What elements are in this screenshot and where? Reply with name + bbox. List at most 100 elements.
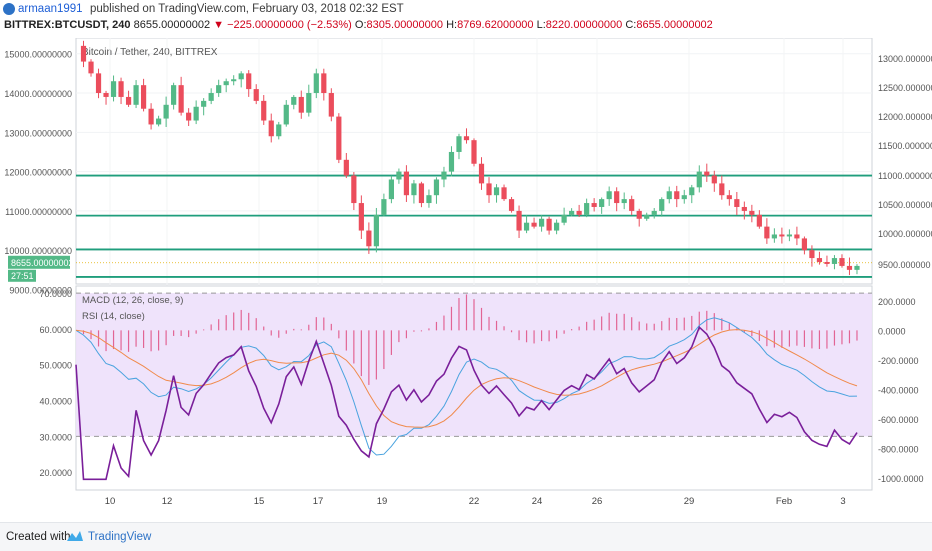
- candle-body: [824, 261, 830, 264]
- candle-body: [523, 222, 530, 231]
- countdown-box: [8, 269, 36, 282]
- down-arrow-icon: ▼: [213, 19, 225, 31]
- candle-body: [283, 104, 289, 125]
- candle-body: [756, 214, 762, 227]
- left-price-tick: 15000.00000000: [4, 50, 72, 60]
- candle-body: [411, 183, 417, 196]
- candle-body: [831, 258, 838, 264]
- macd-legend: MACD (12, 26, close, 9): [82, 295, 183, 306]
- candle-body: [584, 203, 590, 215]
- time-tick: 3: [840, 496, 845, 507]
- candle-body: [486, 183, 492, 196]
- candle-body: [786, 234, 792, 237]
- macd-tick: -1000.0000: [878, 474, 924, 484]
- tradingview-logo-icon[interactable]: [66, 529, 84, 543]
- candle-body: [156, 118, 162, 125]
- macd-tick: -400.0000: [878, 385, 919, 395]
- close-value: 8655.00000002: [636, 19, 713, 31]
- candle-body: [171, 85, 177, 105]
- candle-body: [201, 100, 207, 107]
- candle-body: [704, 171, 710, 176]
- tradingview-link[interactable]: TradingView: [88, 531, 152, 543]
- candle-body: [441, 171, 447, 180]
- time-axis: 10 12 15 17 19 22 24 26 29 Feb 3: [105, 496, 846, 507]
- candle-body: [186, 112, 192, 121]
- candle-body: [103, 93, 109, 97]
- candle-body: [433, 179, 440, 196]
- rsi-tick: 60.0000: [39, 325, 72, 335]
- open-value: 8305.00000000: [366, 19, 444, 31]
- candle-body: [614, 191, 620, 204]
- candle-body: [508, 199, 515, 211]
- candle-body: [569, 210, 575, 215]
- indicator-pane: 70.0000 60.0000 50.0000 40.0000 30.0000 20.00…: [39, 285, 924, 491]
- macd-tick: 0.0000: [878, 326, 906, 336]
- candle-body: [358, 203, 364, 231]
- right-price-tick: 11000.000000: [878, 171, 932, 181]
- published-text: published on TradingView.com, February 0…: [90, 3, 404, 15]
- candle-body: [636, 210, 642, 219]
- candle-body: [659, 199, 665, 211]
- close-label: C:: [625, 19, 637, 31]
- candle-body: [403, 171, 410, 196]
- candle-body: [208, 93, 214, 101]
- candle-body: [606, 191, 612, 200]
- candle-body: [306, 93, 312, 113]
- candle-body: [238, 73, 244, 80]
- low-label: L:: [536, 19, 546, 31]
- candle-body: [741, 206, 747, 211]
- candle-body: [291, 96, 297, 105]
- candle-body: [839, 258, 845, 266]
- candle-body: [193, 106, 199, 121]
- price-label-text: 8655.00000002: [11, 258, 74, 268]
- candle-body: [125, 96, 132, 105]
- candle-body: [261, 100, 267, 121]
- candle-body: [276, 124, 282, 137]
- candle-body: [561, 214, 567, 223]
- candle-body: [223, 81, 229, 86]
- time-tick: 10: [105, 496, 116, 507]
- candle-body: [313, 73, 319, 94]
- candle-body: [538, 218, 545, 227]
- candle-body: [554, 222, 560, 231]
- time-tick: 19: [377, 496, 388, 507]
- candle-body: [854, 265, 860, 270]
- candle-body: [343, 159, 349, 176]
- candle-body: [674, 191, 680, 200]
- footer-bar: Created with TradingView: [0, 522, 932, 551]
- candle-body: [448, 151, 455, 172]
- candle-body: [599, 199, 605, 207]
- candle-body: [463, 136, 470, 141]
- candle-body: [246, 73, 252, 90]
- time-tick: 15: [254, 496, 265, 507]
- ticker-line: BITTREX:BTCUSDT, 240 8655.00000002 ▼ −22…: [4, 19, 928, 37]
- open-label: O:: [354, 19, 367, 31]
- candle-body: [163, 104, 169, 119]
- candle-body: [231, 79, 237, 82]
- time-tick: 22: [469, 496, 480, 507]
- right-price-tick: 10000.000000: [878, 229, 932, 239]
- candle-body: [576, 210, 582, 215]
- candle-body: [501, 187, 507, 200]
- candle-body: [666, 191, 672, 200]
- candle-body: [846, 265, 853, 270]
- candle-body: [809, 250, 815, 259]
- symbol-label: BITTREX:BTCUSDT, 240: [4, 19, 131, 31]
- price-label-box: [8, 255, 70, 269]
- candle-body: [801, 238, 808, 251]
- rsi-legend: RSI (14, close): [82, 311, 145, 322]
- right-price-tick: 12000.000000: [878, 112, 932, 122]
- candle-body: [178, 85, 184, 113]
- author-link[interactable]: armaan1991: [18, 3, 83, 15]
- high-value: 8769.62000000: [457, 19, 534, 31]
- candle-body: [456, 136, 462, 152]
- time-tick: Feb: [776, 496, 792, 507]
- rsi-tick: 70.0000: [39, 289, 72, 299]
- candle-body: [118, 81, 124, 97]
- candle-body: [779, 234, 785, 237]
- candle-body: [681, 195, 687, 200]
- chart-area[interactable]: 15000.00000000 14000.00000000 13000.000000…: [0, 38, 932, 522]
- candle-body: [734, 199, 740, 207]
- candle-body: [516, 210, 522, 231]
- left-price-tick: 12000.00000000: [4, 168, 72, 178]
